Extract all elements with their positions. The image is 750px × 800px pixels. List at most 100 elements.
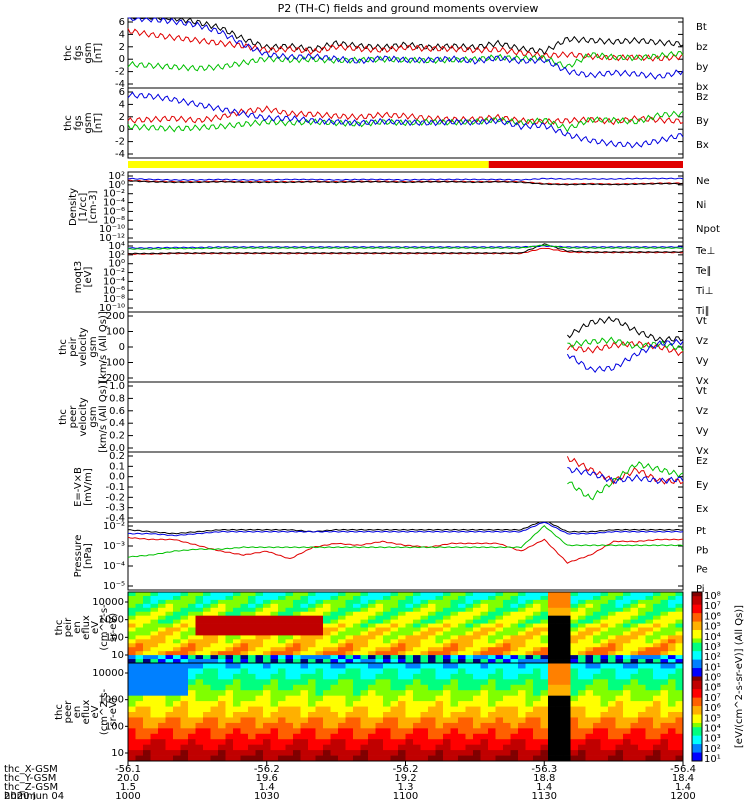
spectrogram-cell (323, 717, 331, 724)
spectrogram-cell (383, 592, 391, 597)
spectrogram-cell (135, 701, 144, 707)
spectrogram-cell (143, 733, 151, 740)
spectrogram-cell (488, 647, 496, 652)
spectrogram-cell (555, 659, 564, 664)
spectrogram-cell (413, 615, 421, 621)
spectrogram-cell (458, 673, 466, 680)
spectrogram-cell (570, 631, 579, 636)
spectrogram-cell (473, 739, 481, 746)
spectrogram-cell (263, 592, 271, 597)
spectrogram-cell (330, 673, 339, 680)
spectrogram-cell (278, 635, 286, 640)
spectrogram-cell (300, 701, 309, 707)
spectrogram-cell (203, 595, 211, 601)
spectrogram-cell (495, 639, 504, 644)
spectrogram-cell (225, 607, 234, 613)
spectrogram-cell (368, 668, 376, 675)
spectrogram-cell (368, 647, 376, 652)
spectrogram-cell (135, 631, 144, 636)
spectrogram-cell (533, 679, 541, 686)
spectrogram-cell (338, 647, 346, 652)
spectrogram-cell (135, 712, 144, 718)
spectrogram-cell (653, 635, 661, 640)
spectrogram-cell (503, 623, 511, 628)
spectrogram-cell (608, 690, 616, 697)
spectrogram-cell (615, 728, 624, 735)
spectrogram-cell (428, 673, 436, 680)
spectrogram-cell (473, 655, 481, 660)
spectrogram-cell (345, 603, 354, 609)
spectrogram-cell (450, 627, 459, 632)
spectrogram-cell (608, 717, 616, 724)
y-tick-label: -100 (102, 358, 125, 369)
spectrogram-cell (555, 611, 564, 617)
spectrogram-cell (158, 701, 166, 707)
spectrogram-cell (300, 663, 309, 669)
x-tick-label: 19.2 (394, 773, 416, 784)
spectrogram-cell (263, 728, 271, 735)
spectrogram-cell (465, 739, 474, 746)
spectrogram-cell (638, 615, 646, 621)
spectrogram-cell (585, 627, 594, 632)
spectrogram-cell (233, 631, 241, 636)
spectrogram-cell (345, 668, 354, 675)
spectrogram-cell (668, 679, 676, 686)
spectrogram-cell (420, 592, 429, 597)
spectrogram-cell (398, 684, 406, 691)
spectrogram-cell (608, 668, 616, 675)
spectrogram-cell (465, 611, 474, 617)
spectrogram-cell (135, 623, 144, 628)
spectrogram-cell (443, 655, 451, 660)
spectrogram-cell (555, 706, 564, 713)
spectrogram-cell (555, 623, 564, 628)
spectrogram-cell (450, 635, 459, 640)
spectrogram-cell (323, 706, 331, 713)
spectrogram-cell (608, 592, 616, 597)
spectrogram-cell (608, 643, 616, 648)
spectrogram-cell (495, 712, 504, 718)
spectrogram-cell (158, 668, 166, 675)
spectrogram-cell (503, 643, 511, 648)
spectrogram-cell (158, 706, 166, 713)
spectrogram-cell (420, 733, 429, 740)
spectrogram-cell (375, 695, 384, 702)
spectrogram-cell (300, 643, 309, 648)
spectrogram-cell (360, 627, 369, 632)
spectrogram-cell (428, 639, 436, 644)
spectrogram-cell (203, 722, 211, 729)
legend-entry: bz (696, 42, 708, 53)
spectrogram-cell (375, 663, 384, 669)
spectrogram-cell (308, 679, 316, 686)
spectrogram-cell (578, 684, 586, 691)
spectrogram-cell (180, 717, 189, 724)
spectrogram-cell (330, 643, 339, 648)
series-line-Bx (127, 91, 684, 149)
spectrogram-cell (518, 592, 526, 597)
spectrogram-cell (555, 595, 564, 601)
spectrogram-cell (653, 647, 661, 652)
spectrogram-cell (308, 592, 316, 597)
spectrogram-cell (240, 701, 249, 707)
y-tick-label: 0.1 (109, 461, 125, 472)
spectrogram-cell (308, 643, 316, 648)
spectrogram-cell (668, 690, 676, 697)
spectrogram-cell (375, 635, 384, 640)
y-axis-label: gsm (83, 42, 94, 63)
spectrogram-cell (540, 611, 549, 617)
x-tick-label: 18.8 (533, 773, 555, 784)
spectrogram-cell (563, 712, 571, 718)
spectrogram-cell (315, 655, 324, 660)
spectrogram-cell (338, 706, 346, 713)
spectrogram-cell (255, 611, 264, 617)
spectrogram-cell (518, 603, 526, 609)
spectrogram-cell (653, 733, 661, 740)
spectrogram-cell (240, 603, 249, 609)
spectrogram-cell (338, 690, 346, 697)
spectrogram-cell (435, 706, 444, 713)
spectrogram-cell (563, 728, 571, 735)
spectrogram-cell (435, 722, 444, 729)
spectrogram-cell (180, 651, 189, 656)
spectrogram-cell (495, 607, 504, 613)
x-tick-label: 1.4 (259, 782, 275, 793)
spectrogram-cell (585, 651, 594, 656)
